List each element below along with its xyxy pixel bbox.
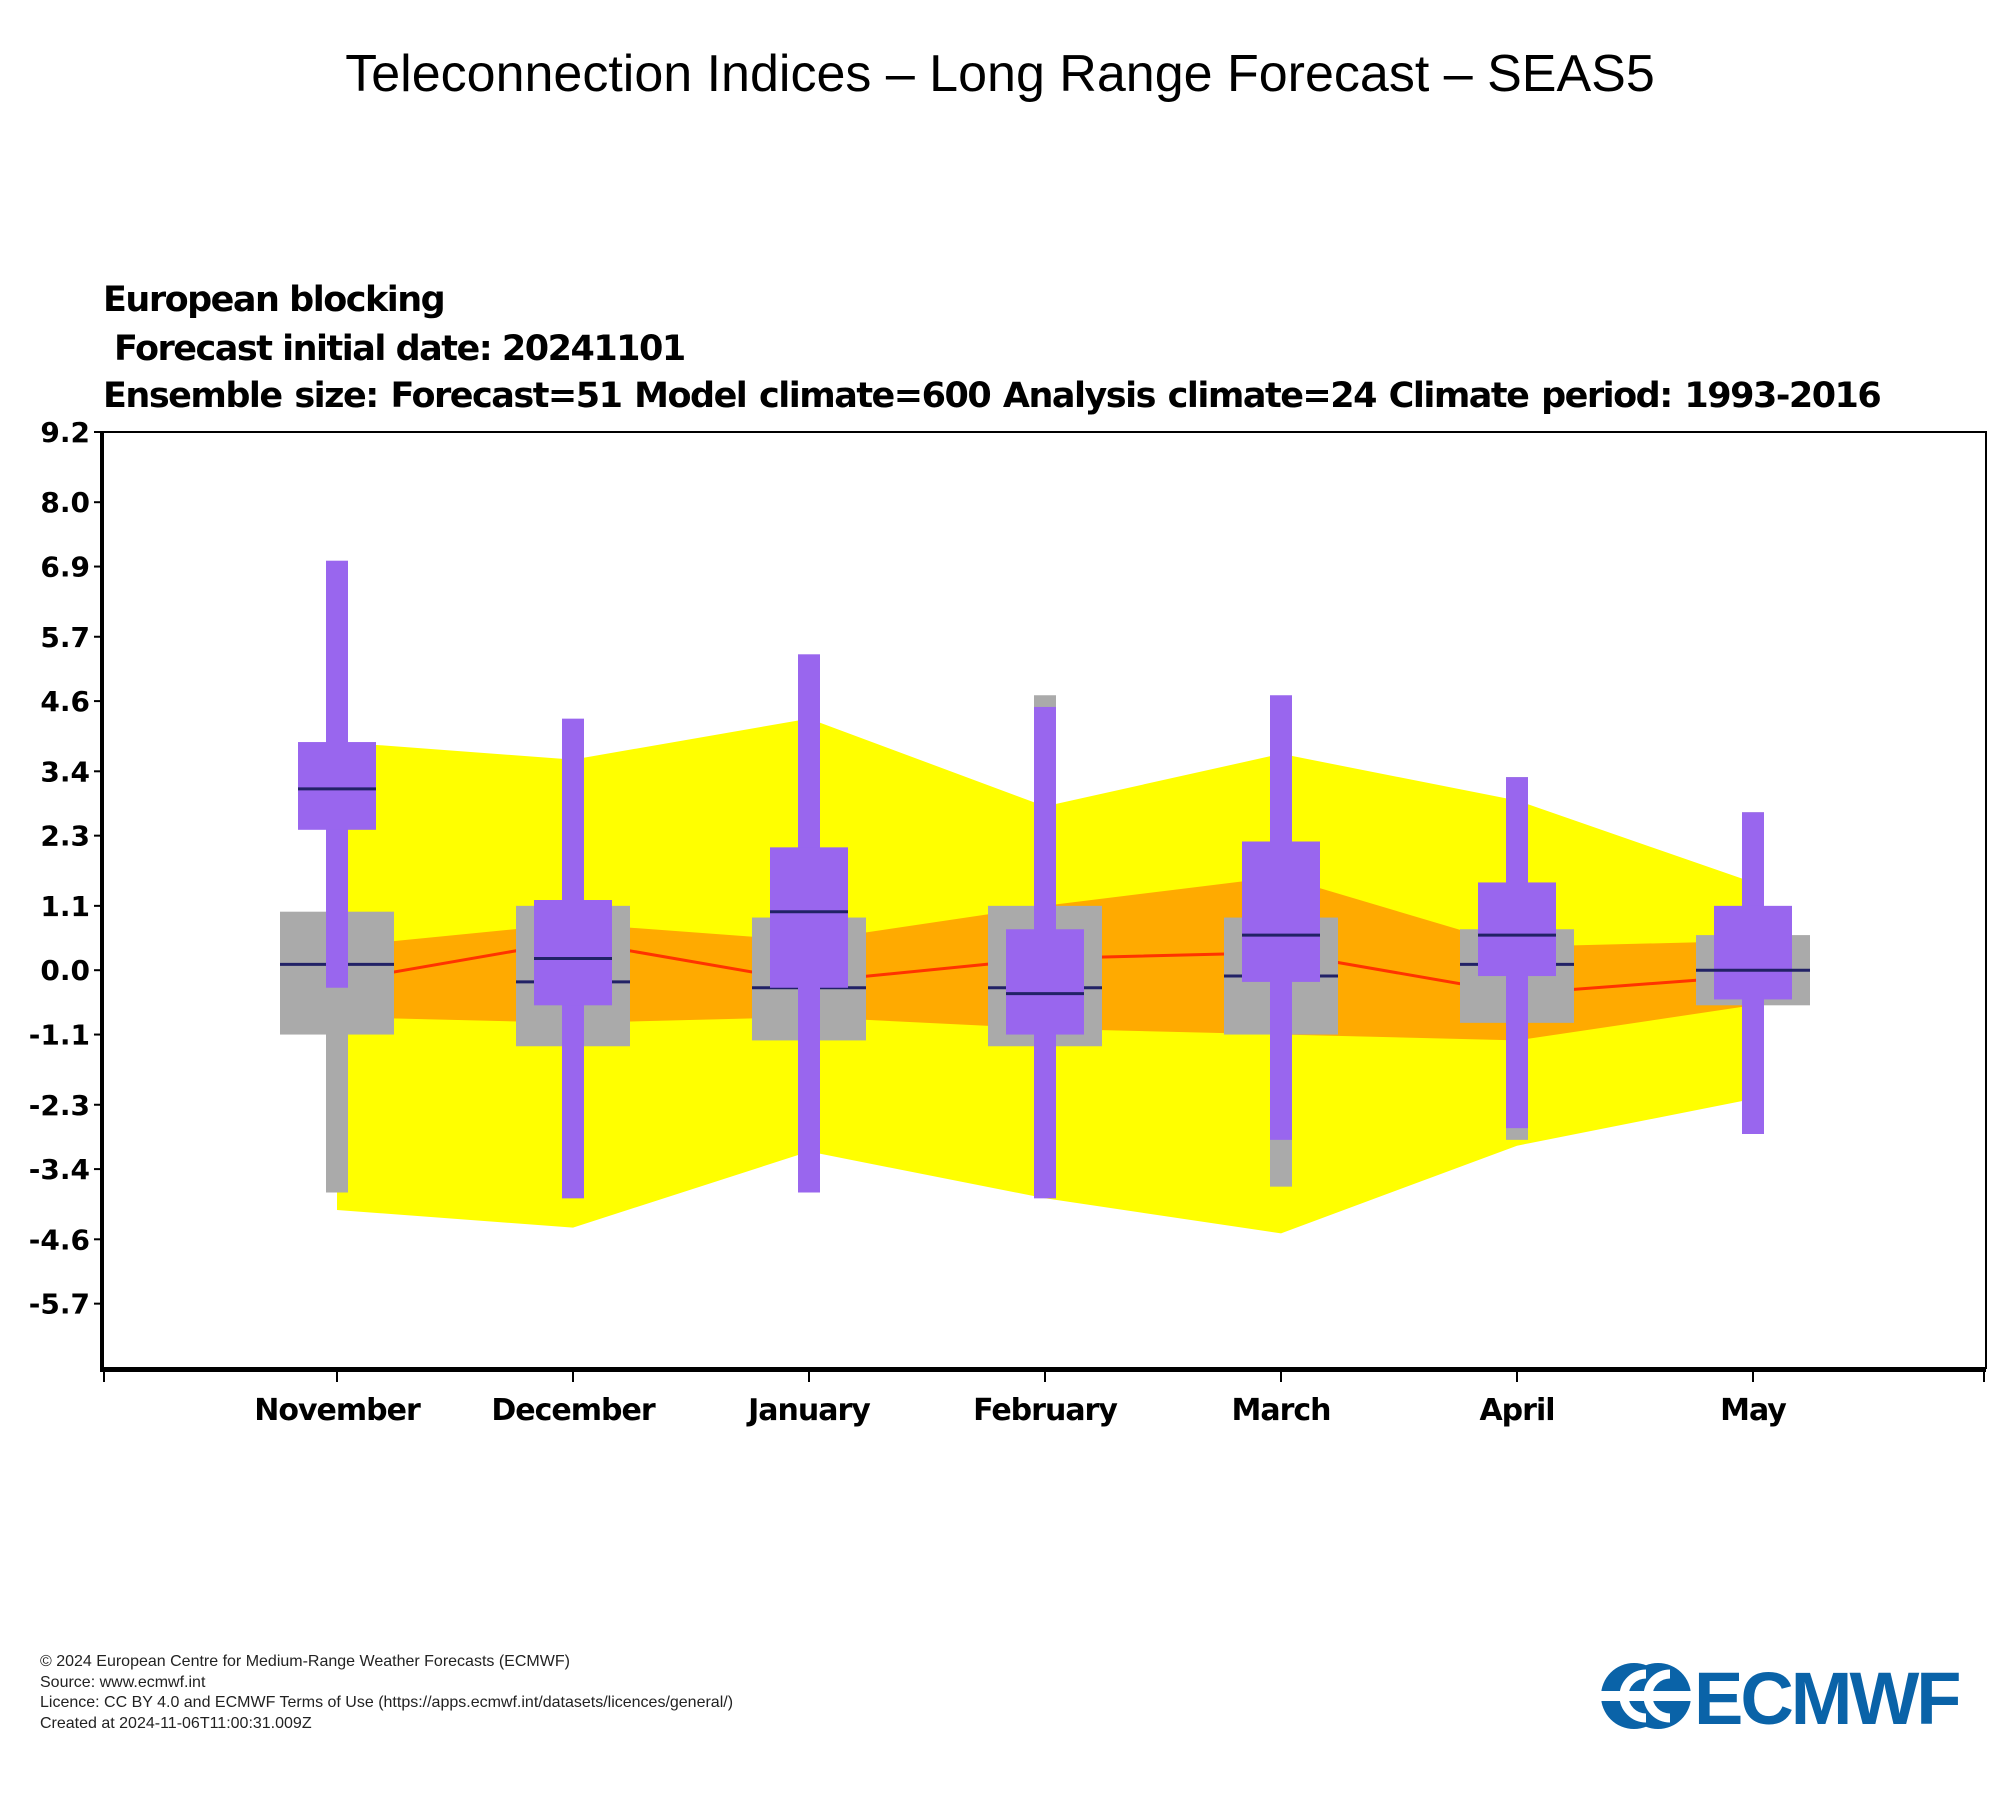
footer-source: Source: www.ecmwf.int [40, 1673, 733, 1694]
x-tick-label-january: January [746, 1393, 871, 1428]
y-tick-label: 9.2 [40, 416, 90, 449]
forecast-box-february [1006, 929, 1084, 1034]
ecmwf-logo-icon [1596, 1660, 1696, 1732]
footer-copyright: © 2024 European Centre for Medium-Range … [40, 1652, 733, 1673]
footer-created: Created at 2024-11-06T11:00:31.009Z [40, 1714, 733, 1735]
y-tick-label: -4.6 [29, 1223, 90, 1256]
y-tick-label: -2.3 [29, 1089, 90, 1122]
forecast-box-april [1478, 882, 1556, 976]
ecmwf-logo: ECMWF [1596, 1660, 1976, 1732]
y-tick-label: 4.6 [40, 685, 90, 718]
footer: © 2024 European Centre for Medium-Range … [40, 1652, 733, 1734]
y-tick-label: 5.7 [40, 621, 90, 654]
y-tick-label: 2.3 [40, 820, 90, 853]
x-tick-label-december: December [491, 1393, 655, 1428]
y-tick-label: -5.7 [29, 1288, 90, 1321]
x-tick-label-march: March [1231, 1393, 1330, 1428]
x-tick-label-february: February [973, 1393, 1118, 1428]
y-tick-label: 8.0 [40, 486, 90, 519]
footer-licence: Licence: CC BY 4.0 and ECMWF Terms of Us… [40, 1693, 733, 1714]
ecmwf-logo-text: ECMWF [1694, 1656, 1959, 1741]
forecast-box-january [770, 847, 848, 987]
forecast-box-december [534, 900, 612, 1005]
x-tick-label-november: November [254, 1393, 421, 1428]
y-tick-label: 3.4 [40, 755, 90, 788]
forecast-box-november [298, 742, 376, 830]
y-tick-label: 0.0 [40, 954, 90, 987]
x-tick-label-april: April [1479, 1393, 1554, 1428]
y-tick-label: 1.1 [40, 890, 90, 923]
forecast-box-march [1242, 842, 1320, 982]
forecast-box-may [1714, 906, 1792, 1000]
y-tick-label: -1.1 [29, 1019, 90, 1052]
x-tick-label-may: May [1720, 1393, 1787, 1428]
y-tick-label: 6.9 [40, 551, 90, 584]
chart-svg: 9.2 8.0 6.9 5.7 4.6 3.4 2.3 1.1 0.0 -1.1 -2.3 -3.4 -… [0, 0, 2000, 1450]
y-tick-label: -3.4 [29, 1153, 90, 1186]
